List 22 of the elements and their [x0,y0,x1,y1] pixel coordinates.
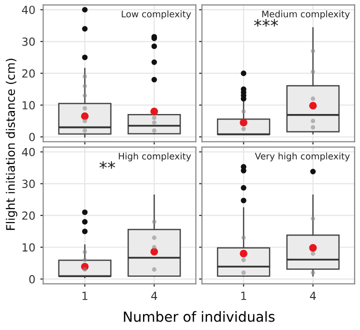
annotation: ** [99,161,116,169]
annotation: *** [254,19,278,27]
y-axis-title: Flight initiation distance (cm) [6,58,18,230]
y-tick-label: 40 [22,148,35,156]
text: Low complexity [122,10,191,20]
y-tick-label: 20 [22,211,35,220]
y-tick-label: 30 [22,37,35,46]
x-tick-label: 4 [310,292,316,300]
y-tick-label: 20 [22,69,35,78]
y-tick-label: 40 [22,6,35,14]
x-tick-label: 4 [151,292,158,300]
text: Medium complexity [262,10,350,20]
y-tick-label: 0 [29,132,35,142]
y-tick-label: 10 [22,101,35,110]
text: High complexity [118,152,191,162]
y-tick-label: 0 [29,275,35,284]
x-tick-label: 1 [241,292,246,300]
y-tick-label: 10 [22,243,35,252]
y-tick-label: 30 [22,180,35,188]
x-tick-label: 1 [82,292,88,300]
text: Very high complexity [254,152,350,162]
x-axis-title: Number of individuals [124,311,275,322]
